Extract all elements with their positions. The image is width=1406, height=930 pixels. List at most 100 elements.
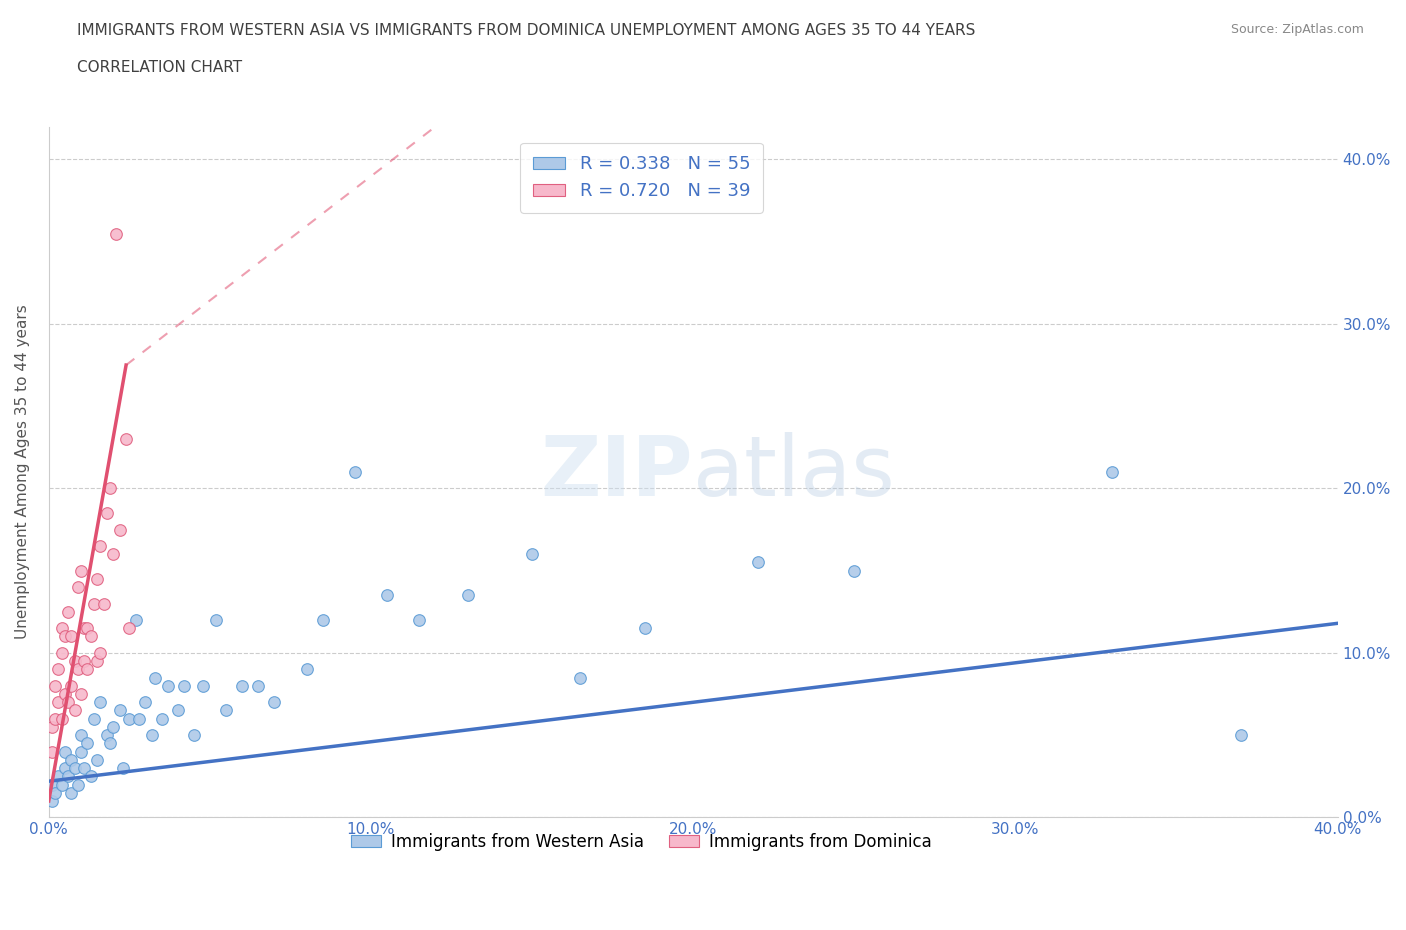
Point bbox=[44, 785, 66, 800]
Point bbox=[311, 613, 333, 628]
Point bbox=[125, 613, 148, 628]
Point bbox=[141, 728, 163, 743]
Point bbox=[844, 564, 866, 578]
Point bbox=[1101, 465, 1123, 480]
Point bbox=[231, 678, 253, 693]
Point bbox=[76, 621, 98, 636]
Point bbox=[634, 621, 657, 636]
Point bbox=[118, 621, 141, 636]
Point bbox=[173, 678, 195, 693]
Point bbox=[408, 613, 430, 628]
Point bbox=[51, 777, 73, 792]
Point bbox=[53, 686, 76, 701]
Point bbox=[44, 711, 66, 726]
Point bbox=[60, 785, 83, 800]
Point bbox=[569, 671, 592, 685]
Point bbox=[96, 728, 118, 743]
Y-axis label: Unemployment Among Ages 35 to 44 years: Unemployment Among Ages 35 to 44 years bbox=[15, 305, 30, 640]
Point bbox=[108, 522, 131, 537]
Point bbox=[48, 695, 70, 710]
Point bbox=[343, 465, 366, 480]
Point bbox=[193, 678, 215, 693]
Point bbox=[103, 720, 125, 735]
Point bbox=[295, 662, 318, 677]
Point bbox=[51, 621, 73, 636]
Point bbox=[96, 506, 118, 521]
Point bbox=[66, 579, 89, 594]
Point bbox=[73, 621, 96, 636]
Point bbox=[83, 596, 105, 611]
Point bbox=[48, 769, 70, 784]
Point bbox=[60, 752, 83, 767]
Text: atlas: atlas bbox=[693, 432, 896, 512]
Point bbox=[263, 695, 285, 710]
Point bbox=[60, 629, 83, 644]
Point bbox=[89, 645, 111, 660]
Text: IMMIGRANTS FROM WESTERN ASIA VS IMMIGRANTS FROM DOMINICA UNEMPLOYMENT AMONG AGES: IMMIGRANTS FROM WESTERN ASIA VS IMMIGRAN… bbox=[77, 23, 976, 38]
Text: Source: ZipAtlas.com: Source: ZipAtlas.com bbox=[1230, 23, 1364, 36]
Point bbox=[103, 547, 125, 562]
Point bbox=[520, 547, 543, 562]
Point bbox=[76, 662, 98, 677]
Point bbox=[105, 226, 128, 241]
Point bbox=[70, 744, 93, 759]
Point bbox=[747, 555, 769, 570]
Point bbox=[86, 654, 108, 669]
Point bbox=[1230, 728, 1253, 743]
Point bbox=[70, 728, 93, 743]
Point bbox=[66, 662, 89, 677]
Point bbox=[247, 678, 270, 693]
Point bbox=[205, 613, 228, 628]
Point bbox=[83, 711, 105, 726]
Point bbox=[53, 744, 76, 759]
Point bbox=[156, 678, 179, 693]
Point bbox=[44, 678, 66, 693]
Point bbox=[76, 736, 98, 751]
Point bbox=[53, 761, 76, 776]
Point bbox=[73, 654, 96, 669]
Legend: Immigrants from Western Asia, Immigrants from Dominica: Immigrants from Western Asia, Immigrants… bbox=[344, 826, 939, 857]
Point bbox=[56, 769, 79, 784]
Point bbox=[98, 481, 121, 496]
Point bbox=[457, 588, 479, 603]
Point bbox=[108, 703, 131, 718]
Point bbox=[79, 769, 101, 784]
Point bbox=[118, 711, 141, 726]
Point bbox=[41, 777, 63, 792]
Point bbox=[48, 662, 70, 677]
Point bbox=[89, 538, 111, 553]
Point bbox=[111, 761, 134, 776]
Point bbox=[60, 678, 83, 693]
Point bbox=[51, 645, 73, 660]
Point bbox=[63, 703, 86, 718]
Point bbox=[86, 571, 108, 586]
Point bbox=[375, 588, 398, 603]
Point bbox=[183, 728, 205, 743]
Point bbox=[98, 736, 121, 751]
Text: CORRELATION CHART: CORRELATION CHART bbox=[77, 60, 242, 75]
Point bbox=[63, 761, 86, 776]
Point bbox=[66, 777, 89, 792]
Point bbox=[143, 671, 166, 685]
Point bbox=[86, 752, 108, 767]
Point bbox=[166, 703, 188, 718]
Point bbox=[41, 744, 63, 759]
Point bbox=[63, 654, 86, 669]
Point bbox=[134, 695, 156, 710]
Point bbox=[93, 596, 115, 611]
Point bbox=[56, 604, 79, 619]
Point bbox=[53, 629, 76, 644]
Point bbox=[73, 761, 96, 776]
Point bbox=[70, 686, 93, 701]
Point bbox=[150, 711, 173, 726]
Point bbox=[41, 720, 63, 735]
Point bbox=[51, 711, 73, 726]
Point bbox=[215, 703, 238, 718]
Point bbox=[115, 432, 138, 446]
Point bbox=[79, 629, 101, 644]
Point bbox=[89, 695, 111, 710]
Text: ZIP: ZIP bbox=[541, 432, 693, 512]
Point bbox=[41, 793, 63, 808]
Point bbox=[70, 564, 93, 578]
Point bbox=[128, 711, 150, 726]
